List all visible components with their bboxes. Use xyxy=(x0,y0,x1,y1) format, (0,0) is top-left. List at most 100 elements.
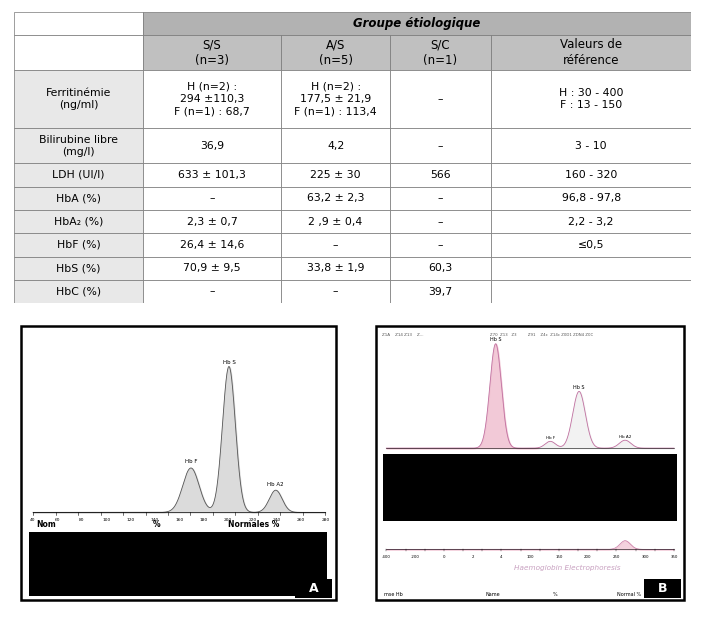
Bar xyxy=(142,280,281,303)
Bar xyxy=(14,256,142,280)
Text: 120: 120 xyxy=(126,518,135,522)
Bar xyxy=(644,579,681,599)
Bar xyxy=(281,210,390,233)
Bar xyxy=(142,210,281,233)
Bar xyxy=(29,532,327,596)
Text: –: – xyxy=(333,240,338,250)
Bar xyxy=(14,163,142,187)
Bar xyxy=(383,453,678,520)
Text: 100: 100 xyxy=(102,518,110,522)
Text: 250: 250 xyxy=(613,555,620,558)
Bar xyxy=(390,187,491,210)
Text: H (n=2) :
177,5 ± 21,9
F (n=1) : 113,4: H (n=2) : 177,5 ± 21,9 F (n=1) : 113,4 xyxy=(294,82,377,117)
Text: 160: 160 xyxy=(175,518,183,522)
Text: Z1A    Z14 Z13    Z...: Z1A Z14 Z13 Z... xyxy=(381,333,423,337)
Text: Hb S: Hb S xyxy=(490,337,501,342)
Bar xyxy=(142,187,281,210)
Text: 0: 0 xyxy=(443,555,445,558)
Bar xyxy=(14,187,142,210)
Text: 39,7: 39,7 xyxy=(429,286,453,297)
Text: Groupe étiologique: Groupe étiologique xyxy=(353,17,481,30)
Text: 3 - 10: 3 - 10 xyxy=(575,141,607,151)
Bar xyxy=(21,327,336,600)
Bar xyxy=(390,129,491,163)
Bar xyxy=(281,280,390,303)
Bar xyxy=(14,70,142,129)
Text: 40: 40 xyxy=(30,518,36,522)
Text: Nom: Nom xyxy=(36,520,56,529)
Text: H : 30 - 400
F : 13 - 150: H : 30 - 400 F : 13 - 150 xyxy=(559,88,623,111)
Text: Normal %: Normal % xyxy=(617,592,641,597)
Text: 300: 300 xyxy=(642,555,649,558)
Text: Hb F: Hb F xyxy=(185,460,197,465)
Text: HbF (%): HbF (%) xyxy=(56,240,100,250)
Bar xyxy=(281,163,390,187)
Bar xyxy=(142,35,281,70)
Text: 2,3 ± 0,7: 2,3 ± 0,7 xyxy=(187,217,238,227)
Bar xyxy=(14,12,142,35)
Bar xyxy=(142,12,691,35)
Bar xyxy=(281,187,390,210)
Bar xyxy=(281,233,390,256)
Bar xyxy=(390,35,491,70)
Text: A: A xyxy=(309,582,319,595)
Bar xyxy=(281,129,390,163)
Bar xyxy=(281,35,390,70)
Text: 160 - 320: 160 - 320 xyxy=(565,170,618,180)
Text: 200: 200 xyxy=(224,518,232,522)
Bar xyxy=(14,35,142,70)
Text: H (n=2) :
294 ±110,3
F (n=1) : 68,7: H (n=2) : 294 ±110,3 F (n=1) : 68,7 xyxy=(174,82,250,117)
Text: 225 ± 30: 225 ± 30 xyxy=(310,170,361,180)
Bar xyxy=(491,129,691,163)
Bar xyxy=(491,280,691,303)
Text: 566: 566 xyxy=(430,170,450,180)
Bar xyxy=(376,327,684,600)
Text: –: – xyxy=(438,217,443,227)
Text: –: – xyxy=(438,141,443,151)
Text: 150: 150 xyxy=(556,555,563,558)
Bar xyxy=(491,35,691,70)
Bar xyxy=(390,70,491,129)
Text: Hb F: Hb F xyxy=(546,436,555,440)
Text: -200: -200 xyxy=(411,555,419,558)
Text: 36,9: 36,9 xyxy=(200,141,224,151)
Text: 33,8 ± 1,9: 33,8 ± 1,9 xyxy=(307,263,364,273)
Text: 80: 80 xyxy=(79,518,85,522)
Bar xyxy=(142,70,281,129)
Text: Hb A2: Hb A2 xyxy=(267,483,284,487)
Text: HbA₂ (%): HbA₂ (%) xyxy=(54,217,103,227)
Text: 4: 4 xyxy=(500,555,503,558)
Bar xyxy=(14,129,142,163)
Text: 60: 60 xyxy=(55,518,60,522)
Bar xyxy=(491,187,691,210)
Bar xyxy=(14,233,142,256)
Text: 100: 100 xyxy=(527,555,534,558)
Text: 26,4 ± 14,6: 26,4 ± 14,6 xyxy=(180,240,244,250)
Text: 633 ± 101,3: 633 ± 101,3 xyxy=(178,170,246,180)
Text: –: – xyxy=(333,286,338,297)
Text: Valeurs de
référence: Valeurs de référence xyxy=(560,38,622,67)
Text: 96,8 - 97,8: 96,8 - 97,8 xyxy=(561,193,620,203)
Text: 260: 260 xyxy=(297,518,305,522)
Text: Z70  Z13   Z3         Z91    Z4c  Z14c Z0D1 ZDN4 Z0C: Z70 Z13 Z3 Z91 Z4c Z14c Z0D1 ZDN4 Z0C xyxy=(490,333,594,337)
Text: Ferritinémie
(ng/ml): Ferritinémie (ng/ml) xyxy=(46,88,111,111)
Bar xyxy=(491,233,691,256)
Bar xyxy=(14,210,142,233)
Text: B: B xyxy=(657,582,667,595)
Text: HbC (%): HbC (%) xyxy=(56,286,101,297)
Text: Normales %: Normales % xyxy=(228,520,279,529)
Text: Hb S: Hb S xyxy=(223,360,235,365)
Bar xyxy=(390,233,491,256)
Text: 4,2: 4,2 xyxy=(327,141,344,151)
Text: 350: 350 xyxy=(670,555,678,558)
Text: 63,2 ± 2,3: 63,2 ± 2,3 xyxy=(307,193,364,203)
Text: Hb A2: Hb A2 xyxy=(619,435,631,439)
Text: 280: 280 xyxy=(321,518,329,522)
Text: 200: 200 xyxy=(584,555,591,558)
Text: Haemoglobin Electrophoresis: Haemoglobin Electrophoresis xyxy=(514,565,620,571)
Bar xyxy=(491,163,691,187)
Text: %: % xyxy=(553,592,557,597)
Bar xyxy=(142,129,281,163)
Text: Bilirubine libre
(mg/l): Bilirubine libre (mg/l) xyxy=(39,135,118,157)
Text: S/C
(n=1): S/C (n=1) xyxy=(424,38,458,67)
